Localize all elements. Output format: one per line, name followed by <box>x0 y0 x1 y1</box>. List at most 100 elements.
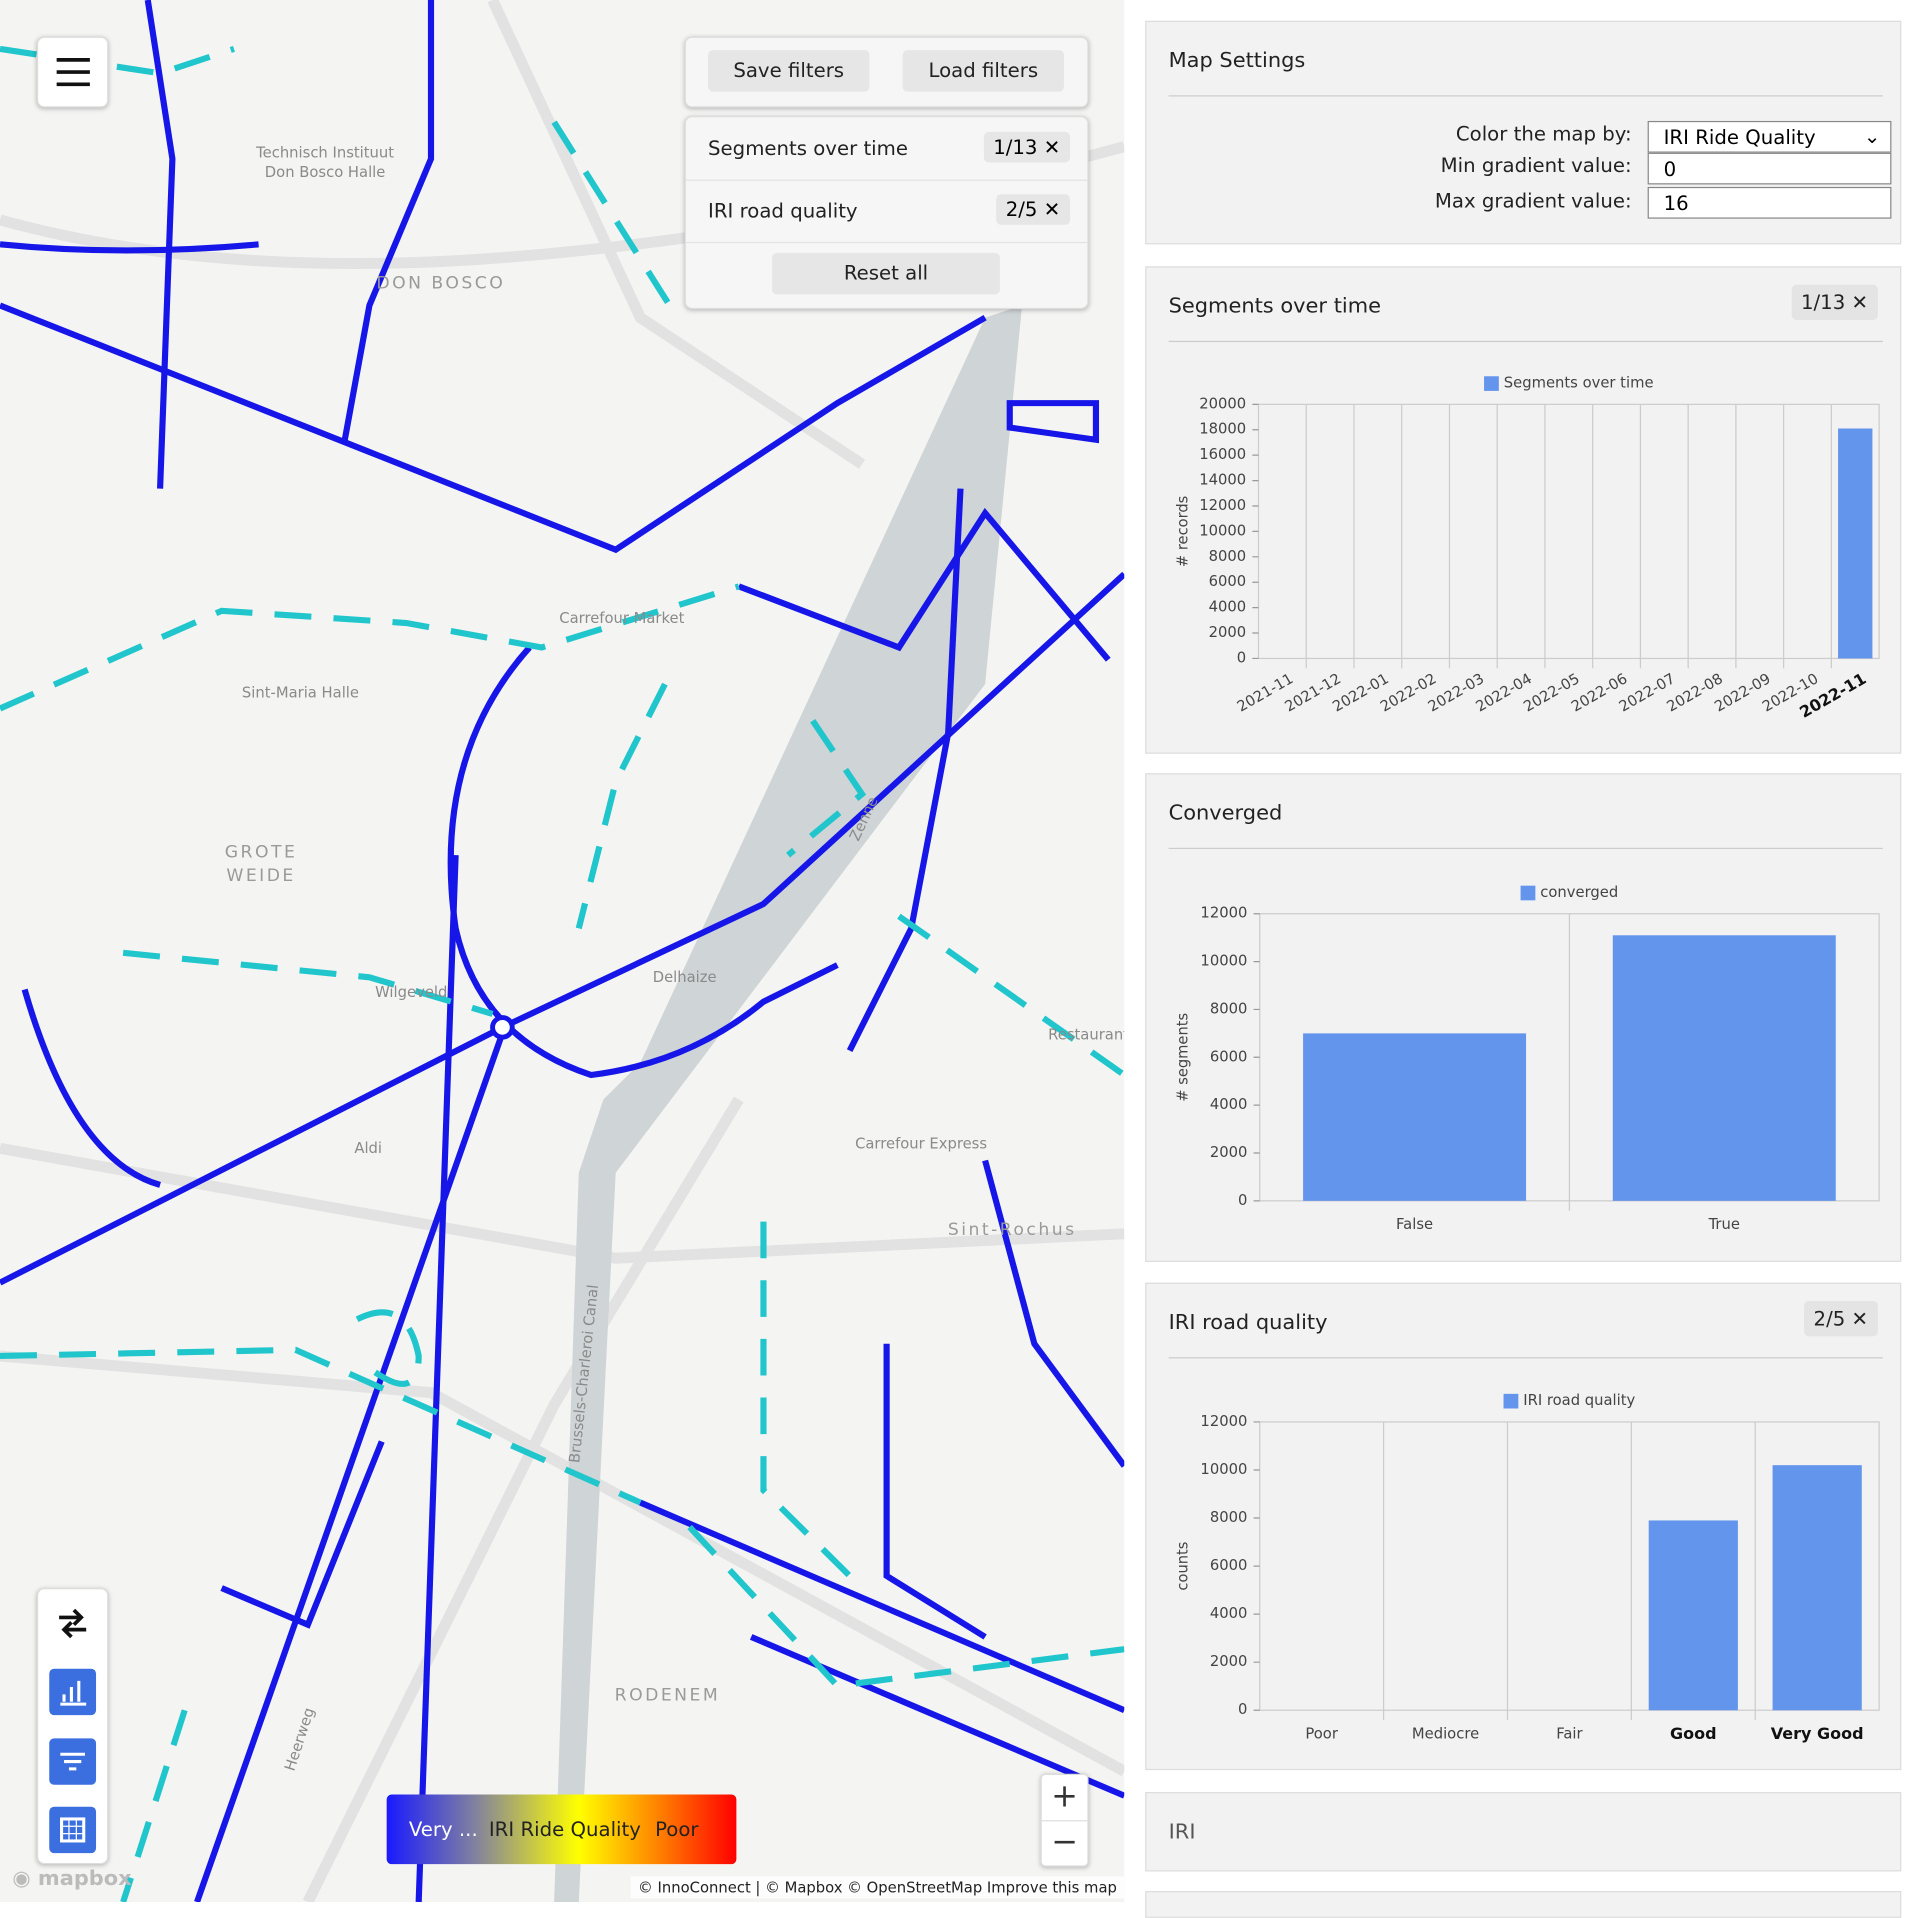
max-input[interactable]: 16 <box>1647 186 1892 219</box>
y-tick-label: 0 <box>1238 1192 1247 1209</box>
filter-badge[interactable]: 1/13 ✕ <box>1791 284 1878 321</box>
zoom-in[interactable]: + <box>1051 1778 1078 1816</box>
divider <box>685 241 1088 244</box>
x-tick-label: Very Good <box>1771 1724 1864 1743</box>
filter-badge[interactable]: 2/5 ✕ <box>1803 1301 1878 1337</box>
menu-button[interactable] <box>36 36 109 108</box>
place-label: Wilgeveld <box>375 984 447 1001</box>
y-tick-label: 8000 <box>1209 548 1247 565</box>
save-filters[interactable]: Save filters <box>708 50 870 92</box>
icon <box>60 1817 86 1843</box>
improve-link[interactable]: Improve this map <box>986 1878 1117 1896</box>
chart-card: 0 2000 4000 6000 8000 10000 12000 False True conv… <box>1145 773 1902 1262</box>
road <box>415 855 459 1903</box>
select-value: IRI Ride Quality <box>1663 125 1816 150</box>
blue-roads <box>0 0 1125 1903</box>
input-value: 16 <box>1663 191 1689 216</box>
legend-label: IRI road quality <box>1523 1392 1635 1409</box>
x-tick-label: Good <box>1670 1724 1717 1743</box>
x-tick-label: Fair <box>1556 1726 1583 1743</box>
road <box>144 0 176 489</box>
map[interactable]: Technisch Instituut Don Bosco Halle DON … <box>0 0 1125 1903</box>
x-tick-label: True <box>1708 1216 1740 1233</box>
mapbox-logo[interactable]: ◉ mapbox <box>12 1866 132 1892</box>
active-filters: Segments over time 1/13 ✕ IRI road quali… <box>684 116 1089 310</box>
icon <box>59 1608 87 1639</box>
road <box>551 120 680 320</box>
color-select[interactable]: IRI Ride Quality ⌄ <box>1647 120 1892 153</box>
min-input[interactable]: 0 <box>1647 152 1892 185</box>
legend-label: Segments over time <box>1504 375 1654 392</box>
y-tick-label: 8000 <box>1210 1000 1248 1017</box>
next-card <box>1145 1891 1902 1918</box>
place-label: Aldi <box>354 1140 382 1157</box>
divider <box>1168 95 1883 97</box>
attribution-text: © InnoConnect | © Mapbox © OpenStreetMap <box>638 1878 983 1896</box>
place-label: DON BOSCO <box>376 273 505 293</box>
road <box>0 583 740 712</box>
place-label: Sint-Maria Halle <box>242 685 359 702</box>
place-label: Restaurant <box>1048 1027 1124 1044</box>
road <box>897 913 1125 1078</box>
x-tick-label: Mediocre <box>1412 1726 1479 1743</box>
road <box>0 45 235 77</box>
y-tick-label: 2000 <box>1210 1144 1248 1161</box>
badge-text: 1/13 <box>993 135 1038 159</box>
field-label: Color the map by: <box>1455 122 1632 146</box>
y-tick-label: 18000 <box>1199 421 1246 438</box>
place-label: Carrefour Express <box>855 1135 987 1152</box>
legend-swatch <box>1503 1393 1519 1409</box>
filter-tool[interactable] <box>49 1738 97 1785</box>
card-title: Converged <box>1168 801 1283 826</box>
bar <box>1648 1520 1738 1711</box>
icon <box>60 1752 85 1771</box>
road <box>0 302 987 554</box>
bar <box>1303 1033 1527 1201</box>
chart: 0 2000 4000 6000 8000 10000 12000 Poor Mediocre F… <box>1174 1392 1880 1743</box>
place-label: WEIDE <box>226 866 295 886</box>
legend-low: Very ... <box>408 1817 478 1841</box>
filter-actions: Save filters Load filters <box>684 36 1089 108</box>
zoom-out[interactable]: − <box>1041 1820 1088 1866</box>
road <box>575 682 668 930</box>
toolbar <box>36 1588 109 1865</box>
x-tick-label: False <box>1396 1216 1433 1233</box>
y-tick-label: 12000 <box>1200 905 1247 922</box>
swap-tool[interactable] <box>49 1600 96 1646</box>
grid-tool[interactable] <box>49 1806 97 1854</box>
y-tick-label: 8000 <box>1210 1509 1248 1526</box>
filter-badge[interactable]: 2/5 ✕ <box>995 194 1071 225</box>
reset-all[interactable]: Reset all <box>772 252 1000 295</box>
bar <box>1772 1465 1862 1711</box>
legend-high: Poor <box>655 1817 699 1841</box>
chart: 0 2000 4000 6000 8000 10000 12000 False True conv… <box>1174 884 1880 1233</box>
road <box>194 1025 508 1903</box>
card-title: Map Settings <box>1168 48 1306 74</box>
filter-badge[interactable]: 1/13 ✕ <box>983 131 1071 163</box>
divider <box>1168 1357 1883 1359</box>
icon <box>60 1680 87 1706</box>
road <box>0 241 259 254</box>
y-tick-label: 20000 <box>1199 395 1246 412</box>
y-tick-label: 14000 <box>1199 472 1246 489</box>
y-axis-label: # segments <box>1174 1013 1191 1102</box>
road <box>786 719 867 858</box>
road <box>760 1221 865 1591</box>
road <box>687 1524 1125 1690</box>
road <box>447 645 839 1079</box>
y-axis-label: counts <box>1174 1542 1191 1591</box>
load-filters[interactable]: Load filters <box>902 50 1064 92</box>
bar <box>1838 428 1873 659</box>
road <box>0 1350 1125 1777</box>
zoom-control: + − <box>1040 1773 1089 1867</box>
place-label: Heerweg <box>282 1706 319 1773</box>
input-value: 0 <box>1663 157 1677 181</box>
place-label: RODENEM <box>615 1686 721 1706</box>
badge-text: 2/5 <box>1005 197 1038 222</box>
badge-text: 2/5 <box>1813 1307 1846 1331</box>
road <box>355 1309 422 1387</box>
filter-name: IRI road quality <box>708 199 858 223</box>
legend-title: IRI Ride Quality <box>488 1817 641 1841</box>
chart: 0 2000 4000 6000 8000 10000 12000 14000 16000 180… <box>1174 375 1880 722</box>
chart-tool[interactable] <box>49 1668 97 1716</box>
